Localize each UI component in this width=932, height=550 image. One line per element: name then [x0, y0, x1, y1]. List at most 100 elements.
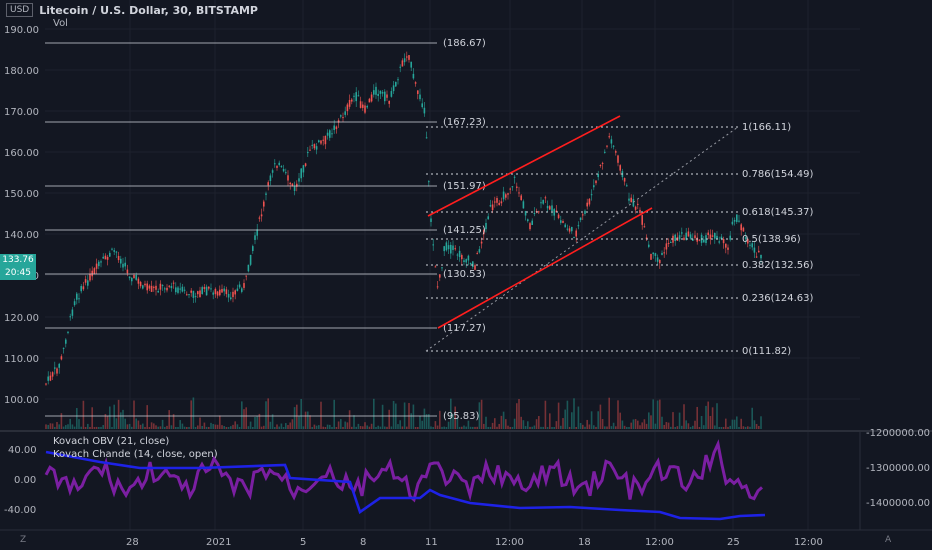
candle-body: [269, 175, 272, 182]
candle-body: [430, 218, 432, 222]
candle-body: [280, 166, 283, 168]
candle-body: [388, 100, 390, 104]
volume-bar: [133, 400, 135, 429]
candle-body: [298, 178, 300, 182]
price-tick: 140.00: [4, 230, 39, 241]
candle-body: [148, 285, 151, 289]
volume-bar: [296, 404, 298, 429]
volume-bar: [590, 411, 593, 429]
time-axis[interactable]: 28 2021 5 8 11 12:00 18 12:00 25 12:00: [126, 537, 823, 548]
candle-body: [133, 275, 135, 279]
kovach-obv-line[interactable]: [44, 439, 763, 503]
obv-legend[interactable]: Kovach OBV (21, close): [53, 436, 170, 447]
candle-body: [575, 230, 577, 237]
price-tick: 180.00: [4, 66, 39, 77]
timezone-button[interactable]: Z: [20, 535, 27, 545]
candle-body: [249, 254, 252, 265]
candle-body: [254, 235, 256, 240]
level-label: (95.83): [443, 411, 480, 422]
candle-body: [225, 289, 228, 295]
candle-body: [588, 198, 591, 205]
volume-bar: [751, 407, 753, 429]
time-tick: 18: [578, 537, 591, 548]
chande-legend[interactable]: Kovach Chande (14, close, open): [53, 449, 218, 460]
volume-bar: [687, 423, 690, 429]
candle-body: [208, 286, 210, 289]
candle-body: [656, 257, 659, 262]
volume-bar: [346, 422, 349, 429]
candle-body: [637, 203, 639, 205]
candle-body: [326, 132, 329, 136]
volume-bar: [731, 419, 734, 429]
volume-bar: [320, 401, 322, 429]
volume-bar: [111, 426, 113, 429]
volume-bar: [718, 426, 720, 429]
oscillator-axis-left: 40.00 0.00 -40.00: [4, 445, 37, 516]
volume-bar: [599, 404, 602, 429]
volume-bar: [683, 404, 685, 429]
candle-body: [370, 94, 373, 102]
volume-bar: [714, 425, 716, 429]
volume-bar: [421, 420, 423, 429]
volume-bar: [397, 424, 399, 429]
time-tick: 8: [360, 537, 366, 548]
currency-badge[interactable]: USD: [6, 3, 34, 17]
candle-body: [377, 93, 379, 96]
volume-bar: [436, 425, 439, 429]
symbol-title[interactable]: Litecoin / U.S. Dollar, 30, BITSTAMP: [39, 3, 258, 17]
candle-body: [760, 254, 762, 259]
volume-bar: [476, 426, 478, 429]
candle-body: [467, 255, 470, 261]
volume-bar: [584, 426, 586, 429]
osc-tick: 40.00: [8, 445, 37, 456]
fib-label: 0.236(124.63): [742, 293, 814, 304]
candle-body: [91, 270, 93, 277]
volume-bar: [463, 425, 465, 429]
candle-body: [758, 250, 760, 253]
candle-body: [604, 151, 606, 153]
volume-bar: [626, 426, 628, 429]
candle-body: [318, 140, 320, 143]
candle-body: [665, 243, 668, 250]
candle-body: [410, 61, 412, 68]
candle-body: [579, 217, 582, 221]
volume-bar: [575, 427, 577, 429]
horizontal-level-lines[interactable]: [45, 42, 437, 417]
kovach-chande-line[interactable]: [45, 450, 766, 521]
volume-bar: [667, 422, 670, 429]
candle-body: [698, 239, 701, 241]
candle-body: [692, 238, 694, 241]
candle-body: [227, 293, 230, 298]
candle-body: [502, 191, 505, 200]
volume-bar: [342, 426, 344, 429]
volume-bar: [87, 423, 89, 429]
candle-body: [505, 194, 507, 198]
fib-retracement-lines[interactable]: [425, 126, 739, 352]
price-axis[interactable]: 190.00 180.00 170.00 160.00 150.00 140.0…: [4, 25, 39, 406]
candle-body: [718, 241, 720, 243]
candle-body: [309, 149, 311, 151]
volume-bar: [742, 426, 745, 429]
candle-body: [65, 339, 67, 344]
price-tick: 120.00: [4, 313, 39, 324]
level-label: (117.27): [443, 323, 486, 334]
time-tick: 25: [727, 537, 740, 548]
candle-body: [711, 235, 714, 237]
volume-bar: [753, 420, 756, 429]
volume-bar: [234, 421, 236, 429]
auto-scale-button[interactable]: A: [885, 535, 892, 545]
volume-bar: [593, 425, 595, 429]
volume-legend[interactable]: Vol: [53, 18, 68, 29]
candle-body: [648, 244, 650, 247]
candle-body: [608, 136, 610, 138]
horizontal-level-labels: (186.67) (167.23) (151.97) (141.25) (130…: [443, 38, 486, 422]
candle-body: [747, 238, 749, 244]
candle-body: [619, 165, 621, 171]
trend-channel[interactable]: [427, 115, 653, 329]
volume-bar: [375, 426, 377, 429]
volume-bar: [190, 400, 192, 429]
volume-bar: [238, 427, 241, 429]
volume-bar: [212, 423, 214, 429]
candle-body: [533, 213, 536, 215]
